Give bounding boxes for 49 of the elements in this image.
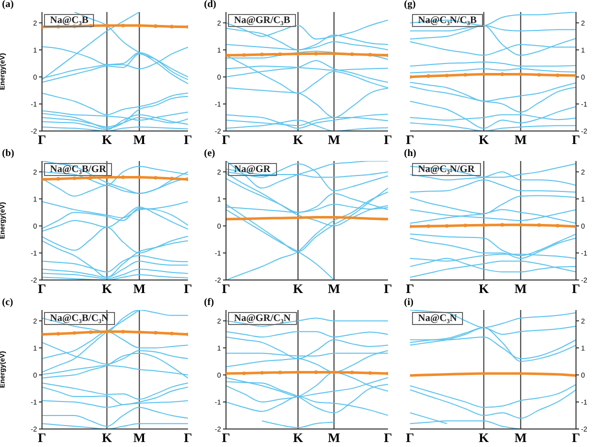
x-tick-label: Γ bbox=[572, 430, 580, 446]
x-tick-label: Γ bbox=[384, 430, 392, 446]
x-tick-label: M bbox=[133, 132, 146, 148]
x-tick-label: Γ bbox=[406, 281, 414, 296]
x-tick-label: Γ bbox=[384, 281, 392, 296]
chart-title: Na@GR/C₃B bbox=[228, 14, 296, 27]
text: (c) bbox=[2, 297, 14, 308]
x-tick-label: K bbox=[478, 281, 490, 296]
x-tick-label: Γ bbox=[222, 281, 230, 296]
x-tick-label: Γ bbox=[38, 132, 46, 148]
x-tick-label: K bbox=[292, 132, 304, 148]
text: (e) bbox=[204, 148, 216, 159]
chart-title: Na@GR/C₃N bbox=[228, 312, 297, 325]
text: (d) bbox=[204, 0, 216, 10]
x-tick-label: Γ bbox=[184, 281, 192, 296]
x-tick-label: M bbox=[514, 430, 527, 446]
x-tick-label: Γ bbox=[406, 132, 414, 148]
text: (i) bbox=[404, 297, 414, 308]
x-tick-label: M bbox=[328, 430, 340, 446]
text: (b) bbox=[2, 148, 14, 159]
x-tick-label: K bbox=[478, 132, 490, 148]
x-tick-label: M bbox=[133, 430, 146, 446]
x-tick-label: M bbox=[328, 132, 340, 148]
x-tick-label: K bbox=[102, 132, 113, 148]
x-tick-label: Γ bbox=[572, 281, 580, 296]
x-tick-label: M bbox=[514, 132, 527, 148]
text: (g) bbox=[404, 0, 416, 10]
x-tick-label: Γ bbox=[222, 430, 230, 446]
text: (f) bbox=[204, 297, 214, 308]
text: (a) bbox=[2, 0, 14, 10]
x-tick-label: Γ bbox=[572, 132, 580, 148]
x-tick-label: Γ bbox=[184, 132, 192, 148]
x-tick-label: Γ bbox=[222, 132, 230, 148]
x-tick-label: K bbox=[292, 430, 304, 446]
x-tick-label: K bbox=[292, 281, 304, 296]
x-tick-label: Γ bbox=[38, 281, 46, 296]
chart-title: Na@C₃B bbox=[44, 14, 94, 27]
text: (h) bbox=[404, 148, 416, 159]
x-tick-label: K bbox=[102, 281, 113, 296]
chart-title: Na@C₃N bbox=[412, 312, 463, 325]
x-tick-label: M bbox=[133, 281, 146, 296]
x-tick-label: M bbox=[514, 281, 527, 296]
x-tick-label: K bbox=[102, 430, 113, 446]
x-tick-label: Γ bbox=[184, 430, 192, 446]
x-tick-label: Γ bbox=[406, 430, 414, 446]
x-tick-label: Γ bbox=[384, 132, 392, 148]
x-tick-label: M bbox=[328, 281, 340, 296]
x-tick-label: Γ bbox=[38, 430, 46, 446]
x-tick-label: K bbox=[478, 430, 490, 446]
